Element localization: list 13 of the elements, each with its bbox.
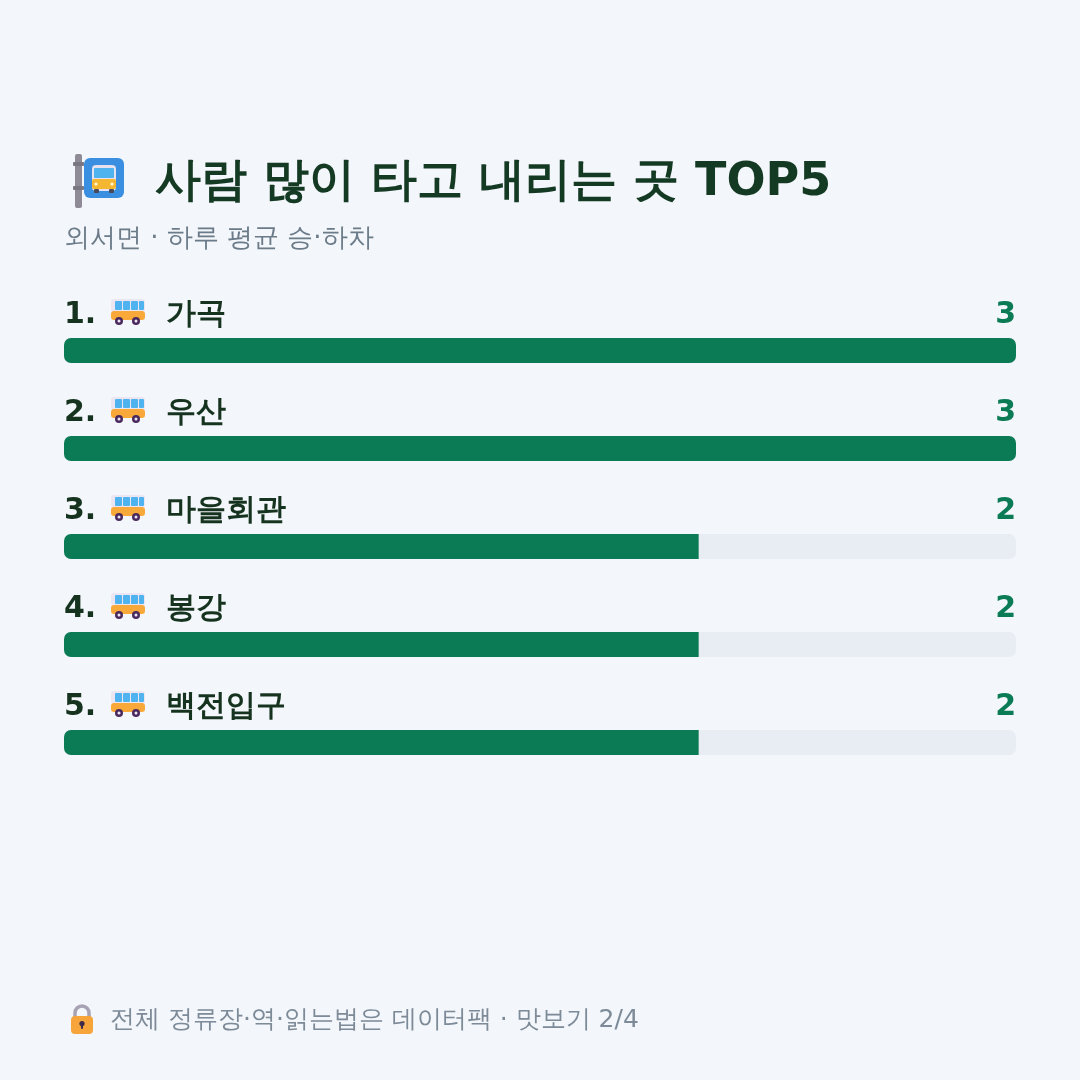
category-label: 3. 마을회관 (64, 491, 286, 526)
category-label: 1. 가곡 (64, 295, 226, 330)
data-label: 2 (995, 491, 1016, 526)
chart-title: 사람 많이 타고 내리는 곳 TOP5 (155, 151, 832, 208)
data-label: 3 (995, 393, 1016, 428)
category-label: 4. 봉강 (64, 589, 226, 624)
category-label: 5. 백전입구 (64, 687, 286, 722)
data-label: 3 (995, 295, 1016, 330)
data-label: 2 (995, 589, 1016, 624)
data-label: 2 (995, 687, 1016, 722)
category-label: 2. 우산 (64, 393, 226, 428)
chart-subtitle: 외서면 · 하루 평균 승·하차 (64, 221, 374, 254)
text: 전체 정류장·역·읽는법은 데이터팩 · 맛보기 2/4 (110, 1003, 639, 1035)
